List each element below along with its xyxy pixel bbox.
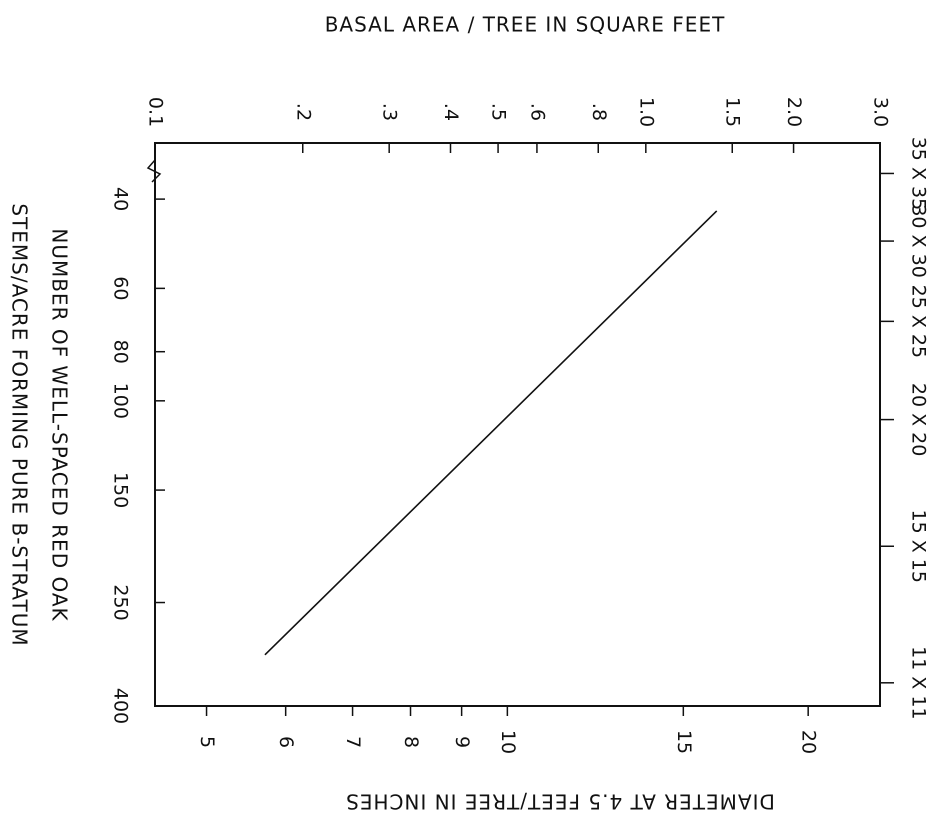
- y2-tick-label: 20 X 20: [908, 383, 930, 456]
- x-tick-label: 8: [400, 736, 422, 748]
- x-tick-label: 6: [275, 736, 297, 748]
- y-tick-label: 80: [110, 340, 132, 364]
- x2-tick-label: .2: [292, 103, 314, 121]
- data-line: [264, 210, 718, 656]
- x2-tick-label: 1.5: [722, 97, 744, 127]
- y-axis-title: STEMS/ACRE FORMING PURE B-STRATUM: [8, 203, 32, 646]
- y-tick-label: 400: [110, 688, 132, 724]
- x-tick-label: 15: [673, 730, 695, 754]
- y-tick-label: 60: [110, 276, 132, 300]
- x2-tick-label: .8: [588, 103, 610, 121]
- x2-tick-label: 1.0: [635, 97, 657, 127]
- x2-tick-label: .4: [440, 103, 462, 121]
- y2-tick-label: 25 X 25: [908, 285, 930, 358]
- y2-tick-label: 30 X 30: [908, 204, 930, 277]
- y-tick-label: 100: [110, 383, 132, 419]
- x-axis-title: DIAMETER AT 4.5 FEET/TREE IN INCHES: [345, 790, 775, 814]
- x-tick-label: 10: [497, 730, 519, 754]
- x2-tick-label: .6: [526, 103, 548, 121]
- chart-title: BASAL AREA / TREE IN SQUARE FEET: [325, 13, 726, 37]
- x-tick-label: 7: [342, 736, 364, 748]
- x2-tick-label: .3: [379, 103, 401, 121]
- x-tick-label: 20: [798, 730, 820, 754]
- y-tick-label: 150: [110, 472, 132, 508]
- y2-tick-label: 15 X 15: [908, 510, 930, 583]
- x2-tick-label: 3.0: [870, 97, 892, 127]
- x-tick-label: 9: [451, 736, 473, 748]
- axis-break: [146, 159, 162, 183]
- y-tick-label: 250: [110, 584, 132, 620]
- x-tick-label: 5: [196, 736, 218, 748]
- x2-tick-label: 2.0: [783, 97, 805, 127]
- y-axis-title: NUMBER OF WELL-SPACED RED OAK: [48, 228, 72, 621]
- y-tick-label: 40: [110, 187, 132, 211]
- x2-tick-label: .5: [488, 103, 510, 121]
- x2-tick-label: 0.1: [145, 97, 167, 127]
- y2-tick-label: 11 X 11: [908, 646, 930, 719]
- y2-tick-label: 35 X 35: [908, 137, 930, 210]
- plot-frame: [154, 142, 881, 707]
